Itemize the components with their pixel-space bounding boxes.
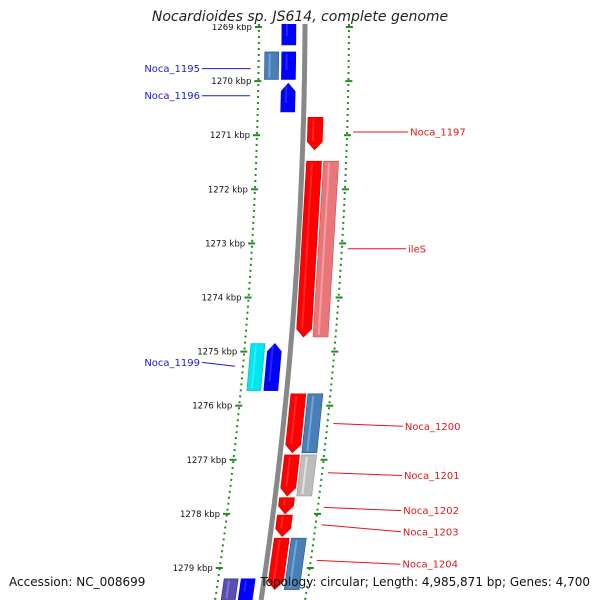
feature-shine xyxy=(285,456,291,488)
tick-label: 1275 kbp xyxy=(197,348,237,358)
tick-label: 1271 kbp xyxy=(210,131,250,141)
feature-iles-hit xyxy=(312,160,339,338)
feature-shine xyxy=(288,540,298,588)
feature-noca-1200-hit xyxy=(301,393,324,454)
label-leader xyxy=(333,423,403,427)
feature-noca-1203-cds xyxy=(275,514,293,538)
tick-label: 1272 kbp xyxy=(208,185,248,195)
feature-top-fwd-cds xyxy=(281,24,297,46)
feature-noca-1199-cds xyxy=(263,343,282,391)
feature-bottom-fwd-cds xyxy=(237,578,256,600)
gene-label-iles: ileS xyxy=(408,244,426,255)
feature-shine xyxy=(283,499,286,506)
feature-noca-1197-cds xyxy=(306,117,324,151)
feature-shine xyxy=(280,516,284,528)
tick-label: 1278 kbp xyxy=(180,510,220,520)
feature-bottom-fwd-hit xyxy=(220,578,239,600)
feature-shine xyxy=(268,345,274,382)
tick-label: 1276 kbp xyxy=(192,402,232,412)
right-guide-dots xyxy=(304,24,350,600)
feature-noca-1201-cds xyxy=(280,454,300,497)
feature-shine xyxy=(290,395,298,444)
tick-label: 1273 kbp xyxy=(205,239,245,249)
tick-label: 1277 kbp xyxy=(186,456,226,466)
tick-label: 1274 kbp xyxy=(202,294,242,304)
tick-label: 1269 kbp xyxy=(212,23,252,33)
topology-text: Topology: circular; Length: 4,985,871 bp… xyxy=(260,575,590,589)
left-guide-dots xyxy=(214,24,260,600)
feature-noca-1199-hit xyxy=(246,343,266,391)
gene-label-noca-1203: Noca_1203 xyxy=(403,527,459,538)
feature-noca-1195-cds xyxy=(281,51,297,80)
map-body: 1269 kbp 1270 kbp 1271 kbp 1272 kbp 1273 kbp… xyxy=(144,23,466,600)
feature-shine xyxy=(317,163,331,336)
feature-shine xyxy=(311,119,315,141)
feature-shine xyxy=(225,580,230,599)
gene-label-noca-1197: Noca_1197 xyxy=(410,127,466,138)
feature-iles-cds xyxy=(296,160,322,338)
label-leader xyxy=(316,559,401,565)
gene-label-noca-1199: Noca_1199 xyxy=(144,358,200,369)
tick-label: 1279 kbp xyxy=(173,564,213,574)
gene-label-noca-1196: Noca_1196 xyxy=(144,91,200,102)
gene-label-noca-1195: Noca_1195 xyxy=(144,64,200,75)
gene-label-noca-1202: Noca_1202 xyxy=(403,506,459,517)
gene-label-noca-1204: Noca_1204 xyxy=(402,560,458,571)
feature-noca-1202-cds xyxy=(278,497,295,515)
feature-noca-1200-cds xyxy=(285,393,307,454)
feature-noca-1195-hit xyxy=(264,51,280,80)
label-leader xyxy=(321,524,401,533)
label-leader xyxy=(201,361,236,367)
tick-label: 1270 kbp xyxy=(211,77,251,87)
feature-shine xyxy=(301,163,314,329)
feature-shine xyxy=(243,580,247,592)
feature-noca-1196-cds xyxy=(280,82,296,113)
accession-text: Accession: NC_008699 xyxy=(9,575,146,589)
map-title: Nocardioides sp. JS614, complete genome xyxy=(151,9,449,25)
feature-noca-1204-hit xyxy=(283,537,307,590)
gene-label-noca-1200: Noca_1200 xyxy=(405,422,461,433)
label-leader xyxy=(327,472,402,476)
gene-label-noca-1201: Noca_1201 xyxy=(404,471,460,482)
feature-shine xyxy=(306,395,315,451)
feature-shine xyxy=(250,345,257,389)
feature-shine xyxy=(272,540,281,581)
feature-noca-1201-hit xyxy=(296,454,317,497)
feature-shine xyxy=(301,456,308,495)
label-leader xyxy=(323,506,402,512)
genome-backbone xyxy=(258,24,308,600)
